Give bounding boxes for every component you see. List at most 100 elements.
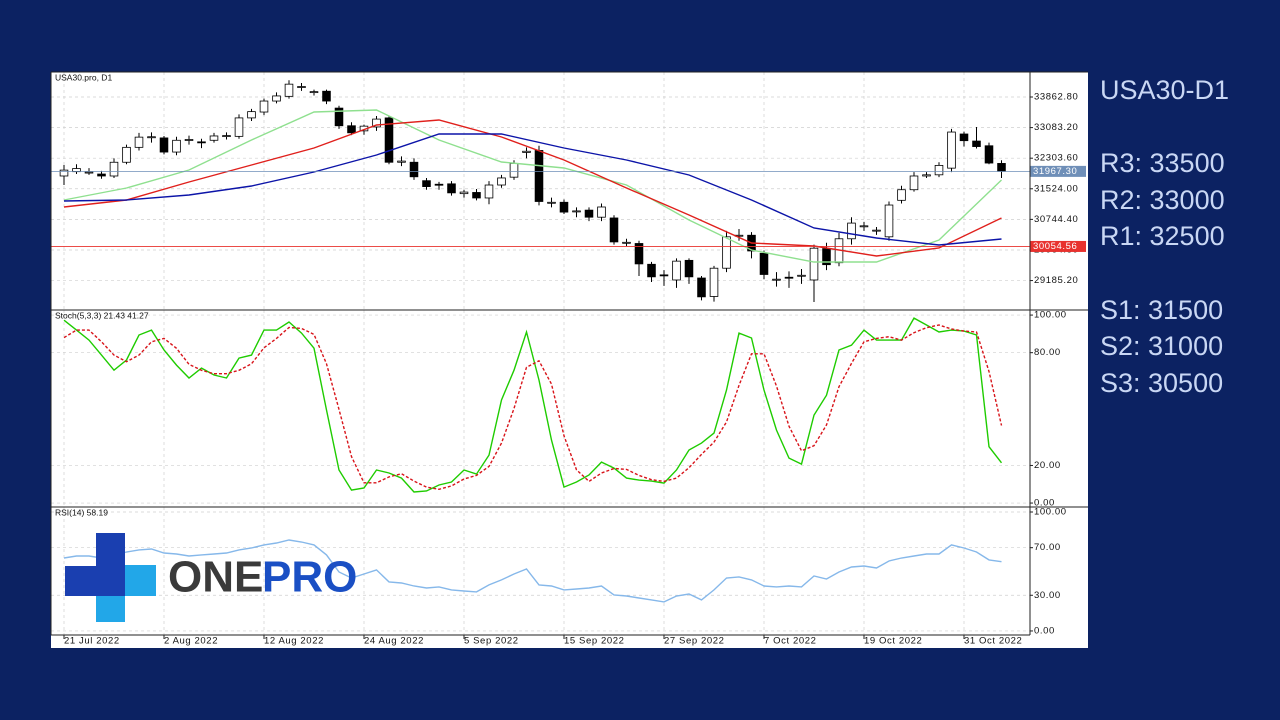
candle-body — [722, 236, 731, 269]
y-tick-label: 0.00 — [1034, 498, 1055, 509]
side-panel: USA30-D1 R3: 33500 R2: 33000 R1: 32500 S… — [1100, 75, 1229, 398]
logo-text: PRO — [262, 553, 357, 602]
candle-body — [609, 217, 619, 243]
candle-body — [909, 175, 919, 191]
candle-body — [934, 164, 944, 176]
candle-body — [97, 173, 106, 177]
candle-body — [509, 163, 519, 178]
candle-body — [547, 201, 556, 204]
candle-body — [284, 83, 294, 97]
panel-borders — [50, 71, 1088, 636]
candle-body — [172, 139, 181, 153]
candle-body — [872, 229, 881, 232]
candle-body — [759, 252, 769, 275]
level: S1: 31500 — [1100, 295, 1223, 325]
candle-body — [122, 146, 131, 163]
logo-mark — [65, 533, 125, 596]
candle-body — [997, 163, 1006, 172]
y-tick-label: 20.00 — [1034, 460, 1061, 471]
y-tick-label: 70.00 — [1034, 542, 1061, 553]
price-label: 30054.56 — [1033, 241, 1077, 252]
candle-body — [184, 139, 194, 141]
candle-body — [347, 125, 356, 134]
series-line — [63, 119, 1002, 257]
symbol-title: USA30-D1 — [1100, 75, 1229, 105]
candle-body — [372, 118, 381, 128]
series-line — [63, 109, 1002, 263]
candle-body — [972, 140, 981, 147]
candle-body — [147, 136, 156, 139]
candle-body — [772, 278, 781, 281]
y-tick-label: 80.00 — [1034, 347, 1061, 358]
panel-title: USA30.pro, D1 — [55, 72, 112, 82]
logo-mark — [96, 596, 125, 622]
candle-body — [684, 259, 694, 278]
x-tick-label: 15 Sep 2022 — [564, 636, 624, 647]
candle-body — [884, 204, 894, 238]
candle-body — [784, 276, 794, 279]
candle-body — [84, 171, 94, 174]
candle-body — [484, 184, 494, 199]
logo-text: ONE — [168, 553, 263, 602]
series-line — [63, 324, 1003, 491]
y-tick-label: 29185.20 — [1034, 275, 1078, 286]
level: R1: 32500 — [1100, 221, 1225, 251]
y-tick-label: 100.00 — [1034, 310, 1067, 321]
candle-body — [522, 150, 531, 153]
candle-body — [572, 210, 581, 213]
x-tick-label: 19 Oct 2022 — [864, 636, 922, 647]
candle-body — [247, 111, 256, 119]
y-tick-label: 30.00 — [1034, 590, 1061, 601]
candle-body — [859, 225, 869, 228]
level: S3: 30500 — [1100, 368, 1223, 398]
candle-body — [297, 86, 306, 88]
candle-body — [309, 91, 319, 94]
candle-body — [922, 174, 931, 177]
chart-frame — [51, 72, 1088, 648]
candle-body — [134, 136, 144, 148]
level: R3: 33500 — [1100, 148, 1225, 178]
candle-body — [409, 161, 419, 178]
candle-body — [222, 135, 231, 137]
candle-body — [59, 169, 69, 177]
y-tick-label: 33083.20 — [1034, 122, 1078, 133]
candle-body — [897, 189, 906, 201]
candle-body — [809, 247, 819, 281]
candle-body — [647, 263, 656, 278]
candle-body — [559, 201, 569, 213]
candle-body — [109, 161, 119, 177]
candle-body — [322, 90, 331, 102]
panel-title: RSI(14) 58.19 — [55, 507, 108, 517]
candle-body — [584, 209, 594, 218]
candle-body — [259, 100, 269, 113]
y-tick-label: 33862.80 — [1034, 92, 1078, 103]
level: S2: 31000 — [1100, 331, 1223, 361]
candle-body — [159, 137, 169, 153]
candle-body — [959, 133, 969, 142]
series-line — [63, 133, 1002, 246]
logo: ONE PRO — [65, 533, 357, 622]
panel-title: Stoch(5,3,3) 21.43 41.27 — [55, 310, 149, 320]
x-tick-label: 31 Oct 2022 — [964, 636, 1022, 647]
candle-body — [459, 191, 469, 195]
candle-body — [197, 141, 206, 144]
candle-body — [847, 222, 856, 240]
candle-body — [622, 241, 631, 244]
candle-body — [672, 260, 681, 281]
y-tick-label: 30744.40 — [1034, 214, 1078, 225]
x-tick-label: 21 Jul 2022 — [64, 636, 120, 647]
candle-body — [659, 274, 669, 277]
candle-body — [234, 117, 244, 137]
series-line — [63, 539, 1002, 603]
candle-body — [384, 117, 394, 163]
x-tick-label: 7 Oct 2022 — [764, 636, 816, 647]
candle-body — [397, 160, 406, 163]
y-tick-label: 31524.00 — [1034, 183, 1078, 194]
candle-body — [947, 131, 956, 169]
x-tick-label: 2 Aug 2022 — [164, 636, 218, 647]
y-tick-label: 32303.60 — [1034, 153, 1078, 164]
candle-body — [697, 277, 706, 298]
series-line — [63, 317, 1003, 493]
x-tick-label: 24 Aug 2022 — [364, 636, 424, 647]
